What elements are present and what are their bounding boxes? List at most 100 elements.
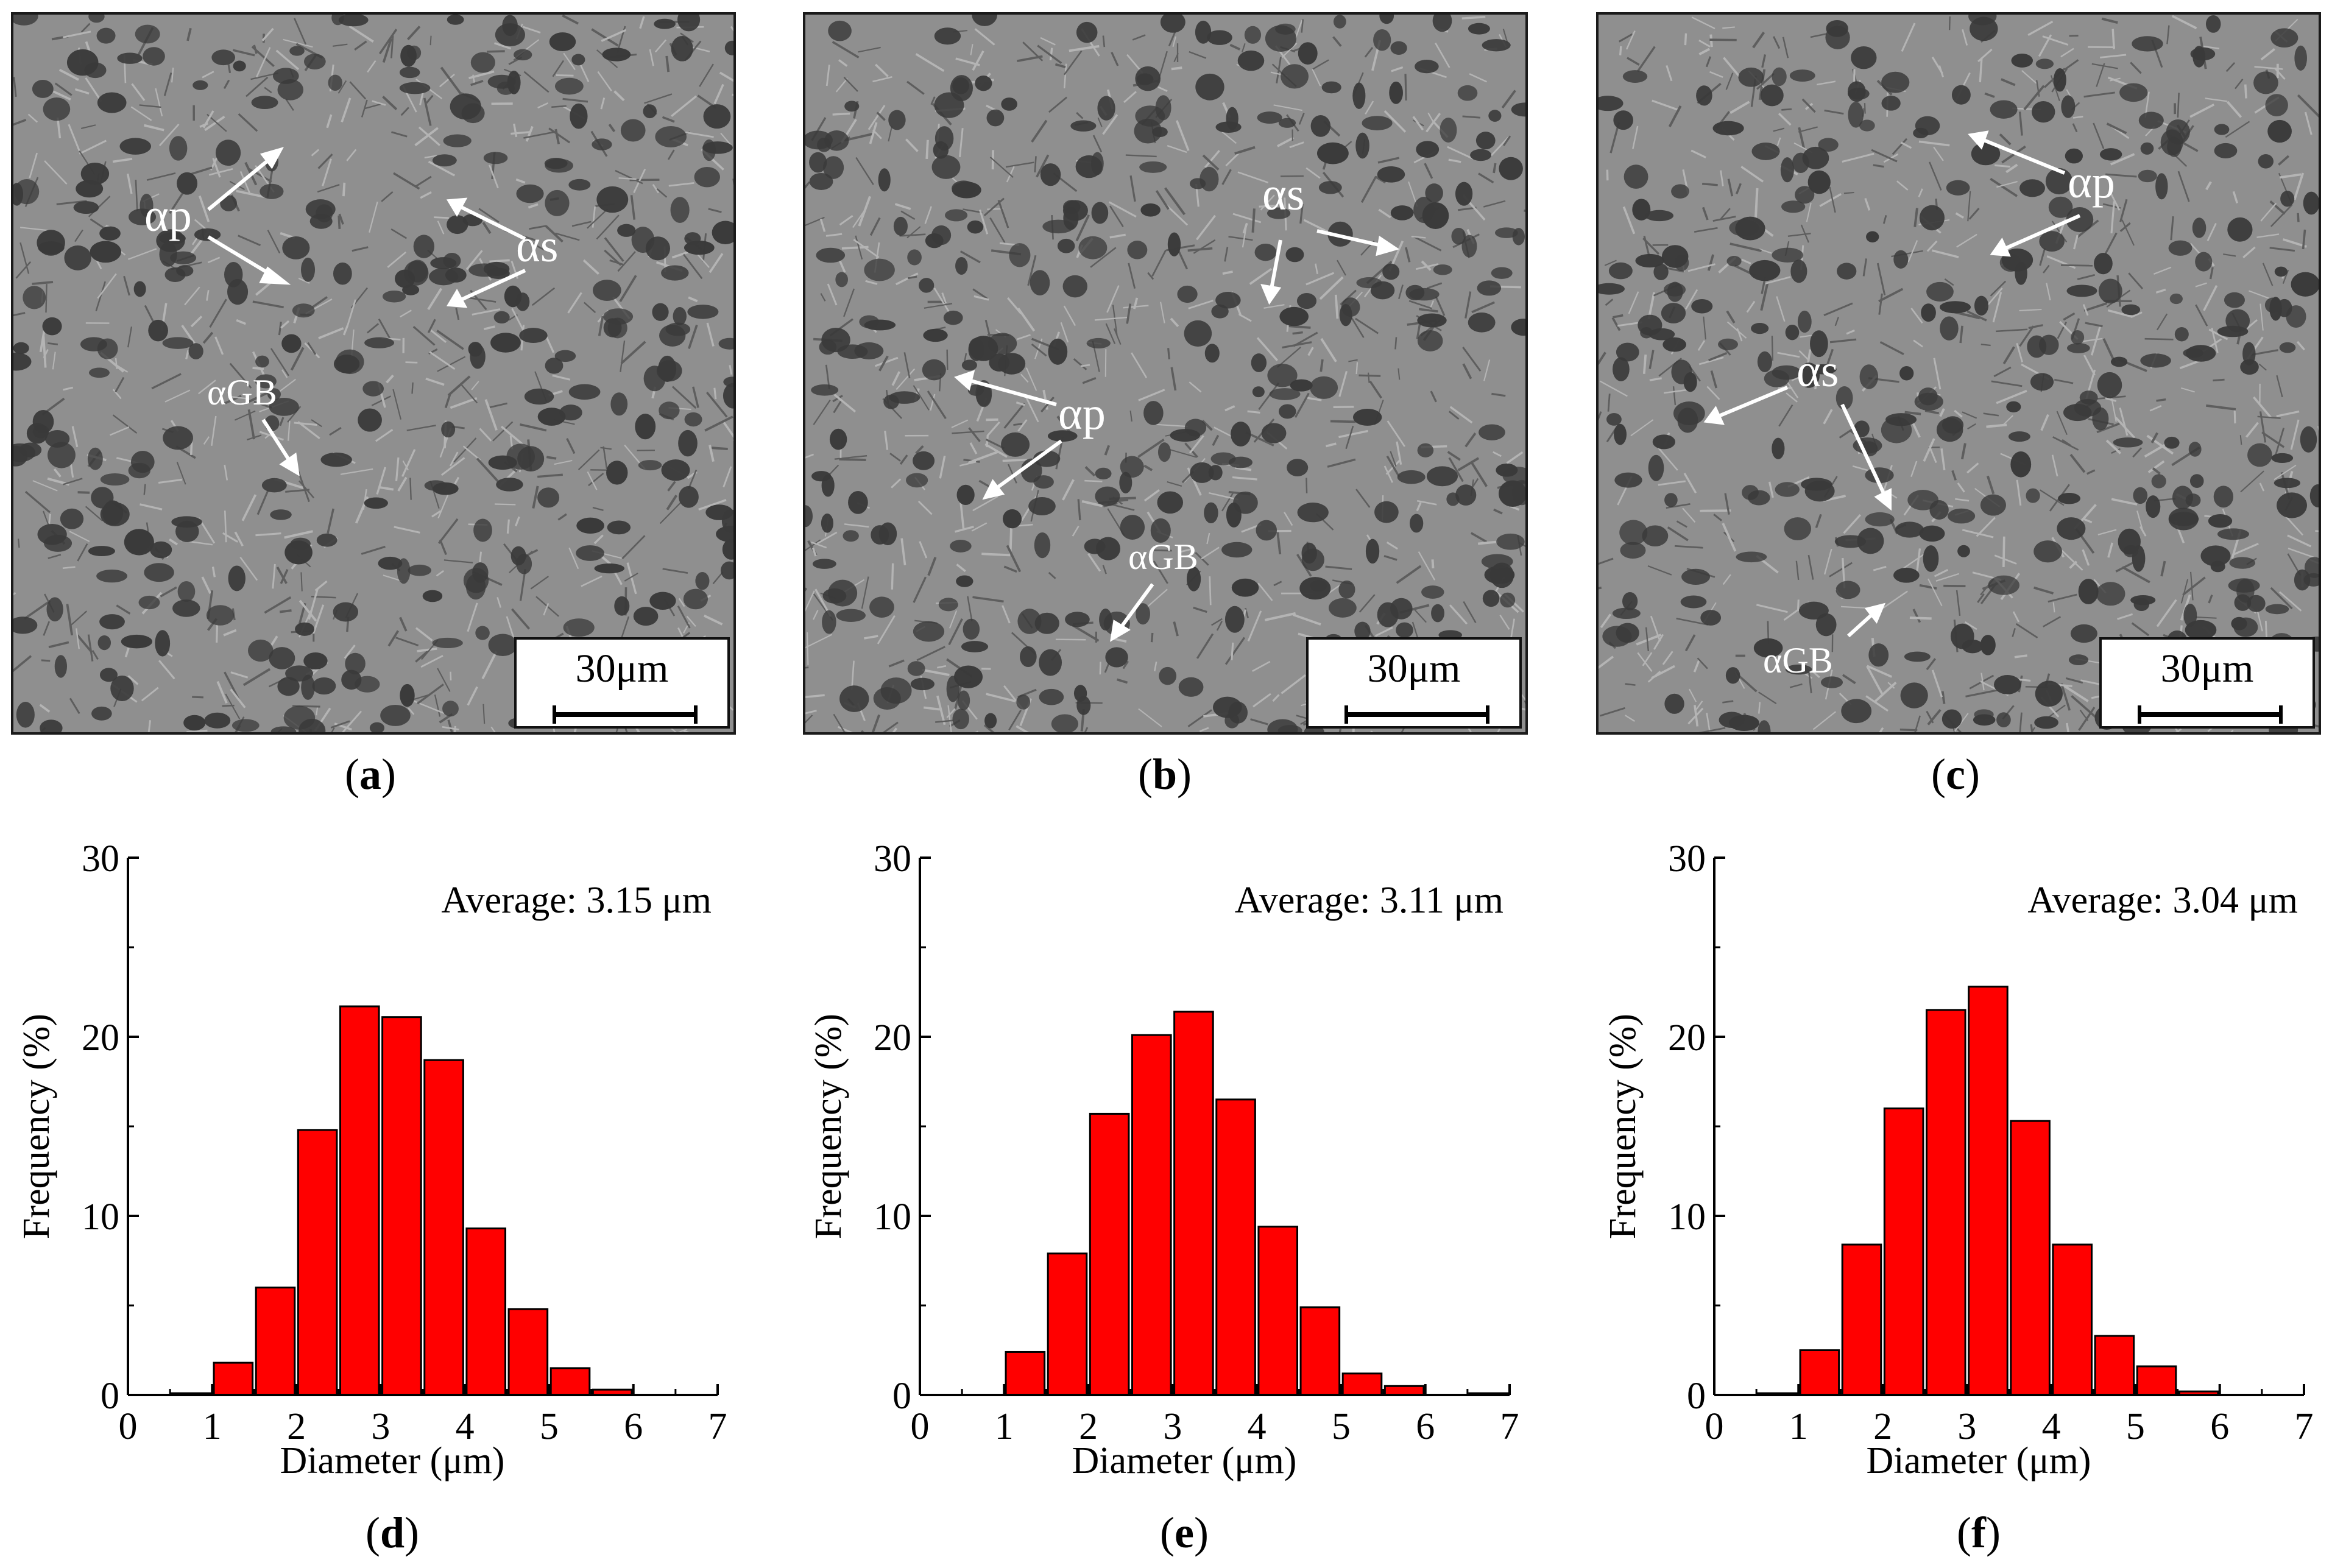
y-tick-label: 30 <box>1668 838 1706 880</box>
scale-bar: 30μm <box>1306 637 1522 729</box>
arrow-line <box>2002 214 2081 251</box>
x-tick-label: 4 <box>2042 1406 2061 1447</box>
arrow-head <box>1110 620 1131 642</box>
arrow-line <box>1270 239 1282 289</box>
x-tick-label: 7 <box>2295 1406 2314 1447</box>
x-tick-label: 6 <box>624 1406 643 1447</box>
bar <box>1173 1011 1214 1396</box>
bar <box>2136 1365 2177 1396</box>
micrograph-c: αp αs αGB 30μm <box>1596 12 2321 735</box>
scale-bar-line <box>553 705 698 724</box>
bar <box>1341 1372 1383 1396</box>
arrow-line <box>1840 403 1887 497</box>
x-tick-label: 3 <box>1957 1406 1976 1447</box>
bar <box>1047 1252 1088 1396</box>
x-tick-label: 4 <box>456 1406 475 1447</box>
panel-label-c: (c) <box>1931 750 1980 799</box>
x-tick-label: 5 <box>540 1406 559 1447</box>
arrow-line <box>1316 229 1385 248</box>
bar <box>2010 1120 2051 1396</box>
y-tick-label: 10 <box>874 1196 911 1238</box>
bar <box>1005 1351 1046 1396</box>
scale-bar: 30μm <box>2099 637 2315 729</box>
arrow-line <box>968 378 1057 406</box>
arrow-head <box>260 147 284 169</box>
y-axis-label: Frequency (%) <box>16 1014 57 1239</box>
label-alpha-gb: αGB <box>1763 640 1833 680</box>
y-tick-label: 30 <box>874 838 911 880</box>
label-alpha-p: αp <box>144 190 192 241</box>
y-tick-label: 0 <box>892 1376 911 1417</box>
average-annotation: Average: 3.04 μm <box>2027 880 2298 921</box>
bar <box>1968 986 2009 1396</box>
bar <box>549 1367 591 1396</box>
bar <box>1383 1385 1425 1396</box>
micrograph-b: αs αp αGB 30μm <box>803 12 1528 735</box>
arrow-head <box>1703 406 1725 425</box>
average-annotation: Average: 3.11 μm <box>1235 880 1503 921</box>
bar <box>2052 1243 2093 1396</box>
panel-label: (e) <box>1160 1508 1209 1557</box>
x-tick-label: 3 <box>1163 1406 1182 1447</box>
label-alpha-p: αp <box>2068 157 2115 208</box>
arrow-head <box>446 288 468 308</box>
scale-bar-line <box>2138 705 2283 724</box>
bar <box>507 1308 549 1396</box>
x-tick-label: 0 <box>1705 1406 1724 1447</box>
arrow-head <box>1874 488 1892 511</box>
arrow-line <box>1117 583 1154 631</box>
bar <box>1799 1349 1840 1396</box>
arrow-head <box>982 479 1005 500</box>
bar <box>1883 1107 1924 1396</box>
x-axis-label: Diameter (μm) <box>1867 1440 2091 1481</box>
y-tick-label: 10 <box>1668 1196 1706 1238</box>
y-tick-label: 0 <box>101 1376 119 1417</box>
arrow-line <box>1981 138 2066 175</box>
bar <box>465 1227 507 1396</box>
label-alpha-s: αs <box>1262 169 1304 220</box>
scale-bar-label: 30μm <box>575 646 669 691</box>
histogram-e: 0 1 2 3 4 5 6 7 0 10 20 30 Diameter (μm) Frequency (%… <box>808 838 1519 1557</box>
bar <box>339 1005 380 1396</box>
y-axis-label: Frequency (%) <box>808 1014 849 1239</box>
arrow-line <box>460 205 526 241</box>
scale-bar: 30μm <box>514 637 730 729</box>
arrow-line <box>207 235 275 278</box>
x-axis-label: Diameter (μm) <box>280 1440 505 1481</box>
histogram-f: 0 1 2 3 4 5 6 7 0 10 20 30 Diameter (μm) Frequency (%… <box>1602 838 2314 1557</box>
arrow-line <box>207 157 272 211</box>
micrograph-texture <box>1599 15 2319 732</box>
arrow-head <box>1376 235 1400 256</box>
label-alpha-gb: αGB <box>207 372 277 412</box>
x-tick-label: 3 <box>371 1406 390 1447</box>
panel-label: (d) <box>366 1508 419 1557</box>
arrow-line <box>1716 386 1789 418</box>
x-tick-label: 6 <box>1416 1406 1435 1447</box>
arrow-line <box>993 439 1062 492</box>
histogram-d: 0 1 2 3 4 5 6 7 0 10 20 30 Diameter (μm) Frequency (%… <box>16 838 727 1557</box>
x-tick-label: 0 <box>911 1406 930 1447</box>
bar <box>1257 1226 1299 1396</box>
label-alpha-s: αs <box>516 221 558 272</box>
bar <box>297 1129 338 1396</box>
bar <box>2094 1335 2135 1396</box>
bar <box>1131 1034 1172 1396</box>
arrow-line <box>261 418 292 464</box>
x-tick-label: 7 <box>708 1406 727 1447</box>
y-tick-label: 0 <box>1687 1376 1706 1417</box>
arrow-head <box>279 452 300 476</box>
arrow-head <box>1864 602 1886 624</box>
arrow-head <box>954 370 975 391</box>
arrow-head <box>1968 130 1989 150</box>
scale-bar-line <box>1344 705 1489 724</box>
panel-label-a: (a) <box>345 750 396 799</box>
phase-annotations: αs αp αGB <box>954 169 1400 642</box>
average-annotation: Average: 3.15 μm <box>441 880 712 921</box>
bar <box>213 1361 254 1396</box>
arrow-head <box>446 197 468 217</box>
arrow-line <box>460 269 526 302</box>
bar <box>423 1059 464 1396</box>
x-tick-label: 1 <box>203 1406 222 1447</box>
x-tick-label: 7 <box>1500 1406 1519 1447</box>
x-tick-label: 2 <box>1079 1406 1098 1447</box>
